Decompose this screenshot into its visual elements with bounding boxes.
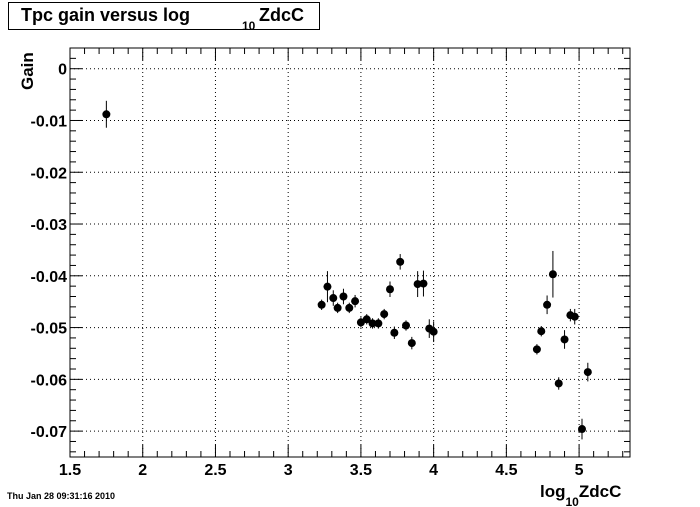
x-tick-label: 3.5: [350, 462, 372, 479]
x-tick-label: 2.5: [204, 462, 226, 479]
x-tick-label: 3: [284, 462, 293, 479]
point-marker: [333, 303, 342, 312]
x-tick-label: 2: [138, 462, 147, 479]
chart-title-subscript: 10: [242, 19, 256, 33]
grid: [69, 48, 630, 457]
data-points: [102, 100, 592, 440]
point-marker: [429, 327, 438, 336]
data-point: [368, 318, 377, 329]
chart-title-box: Tpc gain versus log 10 ZdcC: [8, 2, 320, 33]
point-marker: [351, 297, 360, 306]
data-point: [345, 302, 354, 314]
data-point: [429, 321, 438, 343]
data-point: [374, 318, 383, 329]
chart-title-tail: ZdcC: [259, 5, 304, 25]
tick-labels: 1.5 2 2.5 3 3.5 4 4.5 5 0 -0.01 -0.02 -0.03 -0.04 -0.…: [31, 62, 584, 479]
data-point: [396, 254, 405, 270]
point-marker: [329, 294, 338, 303]
y-tick-label: -0.04: [31, 269, 68, 286]
data-point: [339, 288, 348, 305]
data-point: [554, 377, 563, 390]
point-marker: [554, 379, 563, 388]
point-marker: [345, 303, 354, 312]
data-point: [390, 326, 399, 339]
point-marker: [413, 280, 422, 289]
y-tick-label: 0: [58, 62, 67, 79]
point-marker: [396, 257, 405, 266]
point-marker: [339, 292, 348, 301]
x-axis-title-main: log: [540, 482, 566, 501]
x-tick-label: 4.5: [495, 462, 517, 479]
point-marker: [570, 312, 579, 321]
data-point: [578, 418, 586, 440]
point-marker: [368, 319, 377, 328]
data-point: [548, 250, 557, 298]
point-marker: [102, 110, 111, 119]
data-point: [329, 290, 338, 306]
data-point: [380, 308, 389, 320]
point-marker: [374, 319, 383, 328]
y-tick-label: -0.07: [31, 424, 68, 441]
point-marker: [419, 279, 428, 288]
y-tick-label: -0.01: [31, 113, 68, 130]
data-point: [323, 271, 332, 303]
data-point: [583, 362, 592, 382]
data-point: [362, 314, 371, 325]
data-point: [419, 270, 428, 297]
point-marker: [537, 327, 546, 336]
axis-ticks: [69, 47, 630, 457]
y-tick-label: -0.02: [31, 165, 68, 182]
x-axis-title-subscript: 10: [566, 495, 580, 507]
point-marker: [548, 270, 557, 279]
y-tick-label: -0.06: [31, 372, 68, 389]
y-tick-label: -0.03: [31, 217, 68, 234]
point-marker: [560, 335, 569, 344]
data-point: [413, 271, 422, 298]
timestamp: Thu Jan 28 09:31:16 2010: [7, 491, 116, 501]
data-point: [102, 100, 111, 128]
chart-title: Tpc gain versus log: [21, 5, 191, 25]
plot-frame: [69, 47, 631, 458]
point-marker: [317, 300, 326, 309]
x-axis-title: log10ZdcC: [540, 482, 621, 507]
data-point: [407, 336, 416, 350]
point-marker: [583, 368, 592, 377]
x-tick-label: 4: [429, 462, 438, 479]
point-marker: [407, 339, 416, 348]
point-marker: [578, 425, 586, 434]
data-point: [351, 294, 360, 308]
point-marker: [543, 300, 552, 309]
data-point: [560, 330, 569, 349]
data-point: [333, 302, 342, 314]
data-point: [537, 326, 546, 337]
data-point: [317, 299, 326, 310]
point-marker: [362, 315, 371, 324]
x-axis-title-tail: ZdcC: [579, 482, 622, 501]
point-marker: [390, 328, 399, 337]
point-marker: [323, 282, 332, 291]
point-marker: [402, 321, 410, 330]
data-point: [543, 295, 552, 315]
data-point: [402, 320, 410, 331]
x-tick-label: 1.5: [59, 462, 81, 479]
point-marker: [380, 310, 389, 319]
y-axis-title: Gain: [18, 52, 37, 90]
x-tick-label: 5: [575, 462, 584, 479]
data-point: [570, 308, 579, 325]
point-marker: [532, 345, 541, 354]
data-point: [532, 344, 541, 355]
data-point: [386, 281, 394, 298]
point-marker: [386, 285, 394, 294]
y-tick-label: -0.05: [31, 321, 68, 338]
